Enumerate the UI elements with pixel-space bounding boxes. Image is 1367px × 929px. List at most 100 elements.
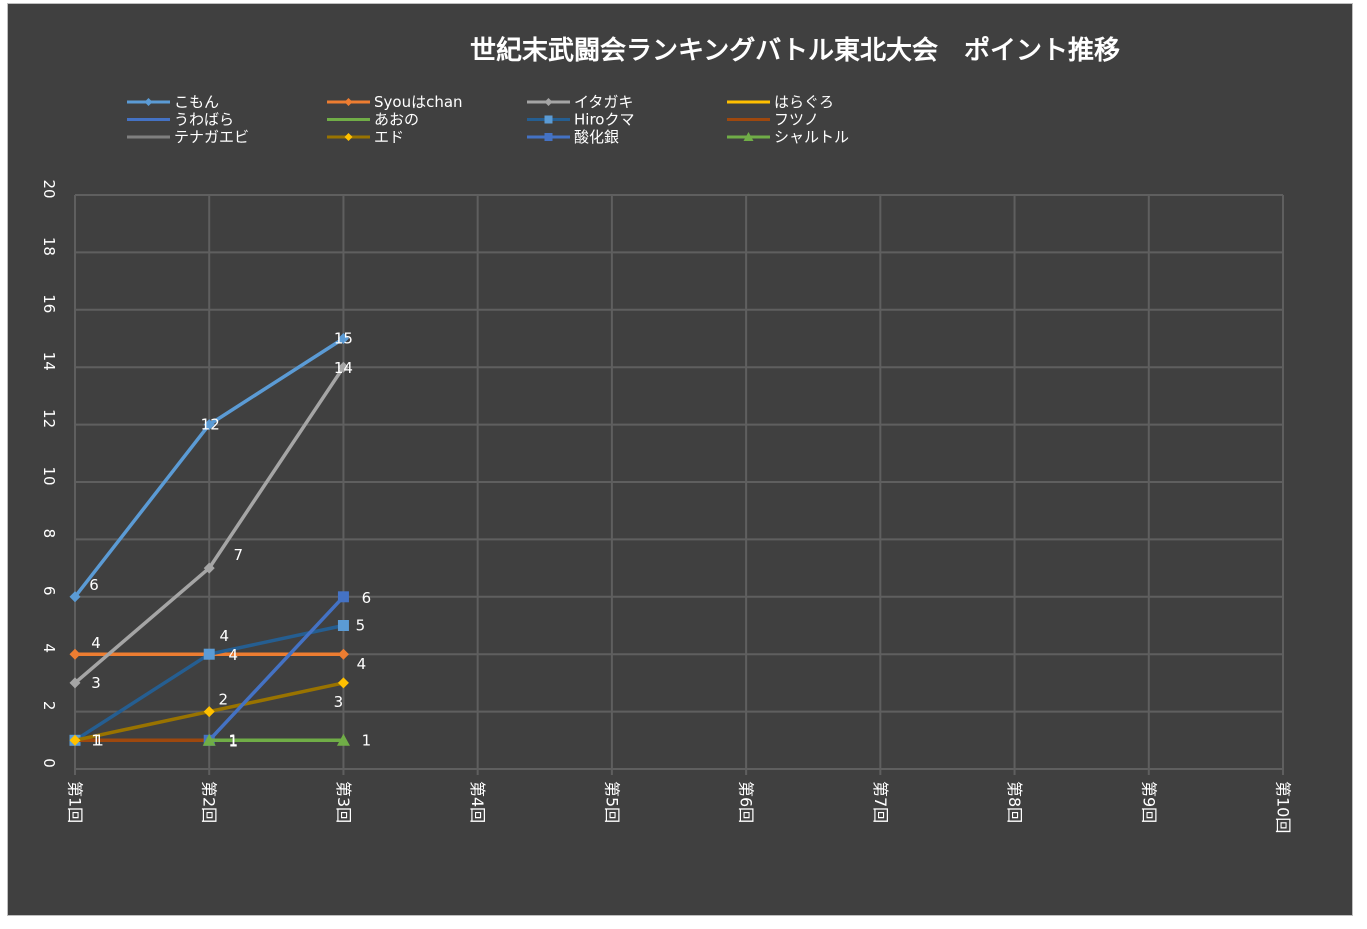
- data-label: 12: [201, 416, 220, 434]
- y-tick-label: 6: [40, 586, 58, 596]
- data-point: [337, 333, 349, 344]
- data-label: 1: [228, 732, 238, 750]
- data-label: 4: [91, 634, 101, 652]
- y-tick-label: 8: [40, 529, 58, 539]
- x-tick-label: 第7回: [871, 781, 890, 823]
- legend-item: はらぐろ: [727, 93, 834, 111]
- series-group: [69, 333, 350, 746]
- plot-area: 02468101214161820 第1回 第2回 第3回 第4回 第5回 第6回 第7回第…: [40, 179, 1293, 833]
- x-tick-label: 第6回: [737, 781, 756, 823]
- legend-item: テナガエビ: [127, 128, 249, 146]
- chart-title: 世紀末武闘会ランキングバトル東北大会 ポイント推移: [470, 35, 1120, 66]
- legend-label: シャルトル: [774, 128, 849, 146]
- legend-label: こもん: [174, 93, 219, 111]
- y-axis-labels: 0 2 4 6 8 10 12 14 16 18 20: [40, 179, 58, 767]
- data-label: 1: [362, 731, 372, 749]
- legend-item: Hiroクマ: [527, 111, 634, 129]
- legend-item: Syouはchan: [327, 93, 463, 111]
- legend-marker: [743, 132, 754, 141]
- y-tick-label: 10: [40, 466, 58, 485]
- legend-marker: [544, 133, 553, 141]
- x-axis-labels: 第1回 第2回 第3回 第4回 第5回 第6回 第7回 第8回 第9回 第10回: [66, 781, 1293, 833]
- data-point: [69, 734, 81, 746]
- x-tick-label: 第10回: [1274, 781, 1293, 833]
- x-tick-label: 第1回: [66, 781, 85, 823]
- legend-item: シャルトル: [727, 128, 849, 146]
- legend-item: あおの: [327, 111, 419, 129]
- data-label: 3: [91, 674, 101, 692]
- data-label: 14: [334, 359, 353, 377]
- x-tick-label: 第4回: [468, 781, 487, 823]
- data-point: [203, 706, 215, 718]
- legend-label: フツノ: [774, 111, 819, 129]
- data-point: [202, 733, 216, 746]
- data-point: [69, 648, 81, 660]
- data-point: [337, 361, 349, 373]
- data-label: 5: [356, 617, 366, 635]
- data-label: 2: [218, 691, 228, 709]
- y-tick-label: 20: [40, 179, 58, 198]
- y-tick-label: 14: [40, 352, 58, 371]
- x-tick-label: 第3回: [334, 781, 353, 823]
- y-tick-label: 12: [40, 409, 58, 428]
- data-label: 3: [334, 693, 344, 711]
- legend-marker: [344, 133, 353, 141]
- x-tick-label: 第5回: [602, 781, 621, 823]
- y-tick-label: 4: [40, 643, 58, 653]
- legend-label: イタガキ: [574, 93, 633, 111]
- legend-label: テナガエビ: [174, 128, 249, 146]
- data-label: 4: [219, 627, 229, 645]
- legend-marker: [344, 98, 353, 106]
- legend-label: うわばら: [174, 111, 234, 129]
- series-line: [207, 595, 346, 743]
- data-point: [69, 591, 81, 603]
- data-point: [203, 562, 215, 574]
- legend-item: エド: [327, 128, 404, 146]
- x-tick-label: 第8回: [1005, 781, 1024, 823]
- data-label: 1: [228, 731, 238, 749]
- data-point: [337, 591, 349, 603]
- legend-item: 酸化銀: [527, 128, 619, 146]
- legend-label: 酸化銀: [574, 128, 619, 146]
- data-label: 6: [89, 576, 99, 594]
- legend-label: Syouはchan: [374, 93, 463, 111]
- data-label: 1: [91, 731, 101, 749]
- legend-item: うわばら: [127, 111, 234, 129]
- legend-label: あおの: [374, 111, 419, 129]
- data-label: 4: [228, 646, 238, 664]
- series-3: [69, 361, 349, 689]
- data-label: 7: [233, 546, 243, 564]
- y-tick-label: 0: [40, 758, 58, 768]
- legend-marker: [544, 98, 553, 106]
- data-point: [69, 677, 81, 689]
- y-tick-label: 2: [40, 701, 58, 711]
- data-label: 1: [94, 731, 104, 749]
- chart-area-background: [7, 3, 1353, 916]
- x-tick-label: 第9回: [1139, 781, 1158, 823]
- data-label: 15: [334, 330, 353, 348]
- y-tick-label: 18: [40, 237, 58, 256]
- legend-item: フツノ: [727, 111, 819, 129]
- data-point: [337, 620, 349, 631]
- series-1: [69, 333, 349, 603]
- legend-item: イタガキ: [527, 93, 633, 111]
- data-point: [203, 419, 215, 431]
- series-12: [202, 733, 350, 746]
- data-point: [337, 677, 349, 689]
- x-tick-label: 第2回: [200, 781, 219, 823]
- legend-label: Hiroクマ: [574, 111, 634, 129]
- data-point: [337, 648, 349, 660]
- data-label: 4: [357, 655, 367, 673]
- data-point: [336, 733, 350, 746]
- y-tick-label: 16: [40, 294, 58, 313]
- data-label: 6: [362, 589, 372, 607]
- series-10: [69, 677, 349, 746]
- legend-item: こもん: [127, 93, 219, 111]
- legend-marker: [144, 98, 153, 106]
- legend-label: はらぐろ: [774, 93, 834, 111]
- legend-marker: [544, 115, 553, 124]
- data-point: [203, 648, 215, 660]
